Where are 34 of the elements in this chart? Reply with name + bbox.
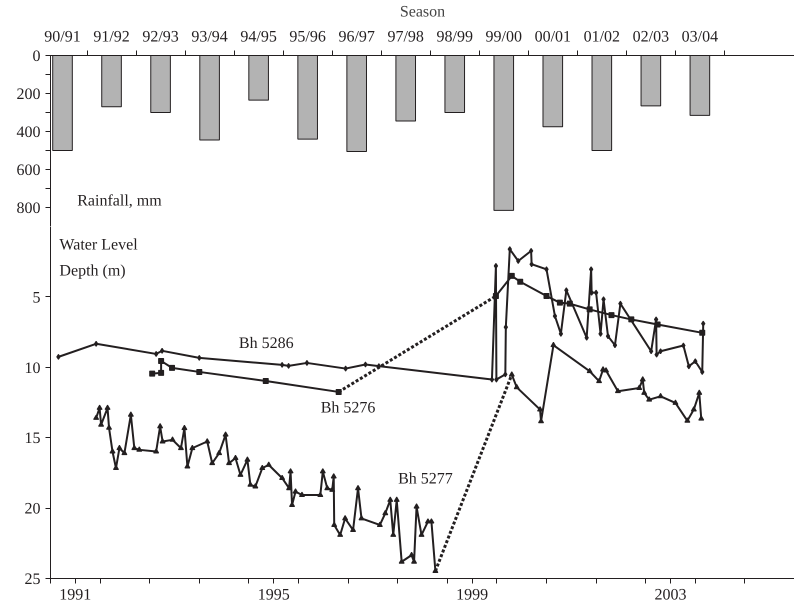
x-tick-label: 01/02 xyxy=(584,28,620,46)
y-tick-label: 5 xyxy=(32,289,40,306)
x-tick-label: 93/94 xyxy=(191,28,228,46)
y-tick-label: 600 xyxy=(16,162,40,179)
y-tick-label: 10 xyxy=(24,360,40,377)
y-tick-label: 15 xyxy=(24,430,40,448)
y-tick-label: 800 xyxy=(16,200,40,217)
x-tick-label: 1995 xyxy=(258,586,290,602)
x-tick-label: 96/97 xyxy=(338,28,375,46)
x-tick-label: 91/92 xyxy=(93,28,130,46)
x-tick-label: 1991 xyxy=(59,586,92,602)
x-tick-label: 1999 xyxy=(456,586,488,602)
x-tick-label: 92/93 xyxy=(142,28,179,46)
x-tick-label: 03/04 xyxy=(682,28,718,46)
x-tick-label: 98/99 xyxy=(436,28,473,46)
annotation: Bh 5286 xyxy=(238,335,294,352)
annotation: Bh 5277 xyxy=(398,470,453,488)
y-axis-title: Water Level Depth (m) xyxy=(59,236,138,280)
x-tick-label: 90/91 xyxy=(44,28,81,46)
annotation: Bh 5276 xyxy=(320,400,376,417)
x-tick-label: 99/00 xyxy=(486,28,522,46)
y-tick-label: 25 xyxy=(24,571,40,588)
x-axis-title: Season xyxy=(400,4,446,20)
y-tick-label: 200 xyxy=(16,86,40,103)
x-tick-label: 95/96 xyxy=(289,28,326,46)
x-tick-label: 94/95 xyxy=(240,28,277,46)
y-tick-label: 20 xyxy=(24,500,40,518)
x-tick-label: 2003 xyxy=(654,586,686,602)
x-tick-label: 02/03 xyxy=(632,28,670,46)
x-tick-label: 00/01 xyxy=(534,28,572,46)
x-tick-label: 97/98 xyxy=(387,28,424,46)
y-tick-label: 400 xyxy=(16,124,40,141)
y-tick-label: 0 xyxy=(32,48,40,65)
y-axis-title: Rainfall, mm xyxy=(77,192,162,210)
